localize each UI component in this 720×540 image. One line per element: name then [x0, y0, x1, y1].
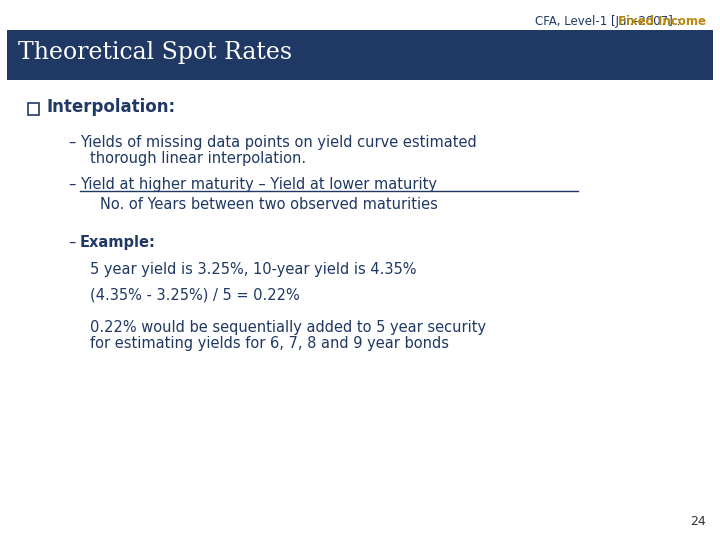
Text: (4.35% - 3.25%) / 5 = 0.22%: (4.35% - 3.25%) / 5 = 0.22% — [90, 288, 300, 303]
Text: –: – — [68, 177, 76, 192]
Text: 0.22% would be sequentially added to 5 year security: 0.22% would be sequentially added to 5 y… — [90, 320, 486, 335]
Text: Yields of missing data points on yield curve estimated: Yields of missing data points on yield c… — [80, 135, 477, 150]
Text: for estimating yields for 6, 7, 8 and 9 year bonds: for estimating yields for 6, 7, 8 and 9 … — [90, 336, 449, 351]
Text: Interpolation:: Interpolation: — [46, 98, 175, 116]
Text: –: – — [68, 135, 76, 150]
FancyBboxPatch shape — [7, 30, 713, 80]
Text: CFA, Level-1 [Jun-2007] :: CFA, Level-1 [Jun-2007] : — [535, 15, 684, 28]
Text: Theoretical Spot Rates: Theoretical Spot Rates — [18, 42, 292, 64]
Text: thorough linear interpolation.: thorough linear interpolation. — [90, 151, 306, 166]
Text: Fixed Income: Fixed Income — [618, 15, 706, 28]
Text: No. of Years between two observed maturities: No. of Years between two observed maturi… — [100, 197, 438, 212]
Text: 24: 24 — [690, 515, 706, 528]
Text: 5 year yield is 3.25%, 10-year yield is 4.35%: 5 year yield is 3.25%, 10-year yield is … — [90, 262, 416, 277]
Text: –: – — [68, 235, 76, 250]
Bar — [28, 103, 39, 115]
Text: Yield at higher maturity – Yield at lower maturity: Yield at higher maturity – Yield at lowe… — [80, 177, 437, 192]
Text: Example:: Example: — [80, 235, 156, 250]
